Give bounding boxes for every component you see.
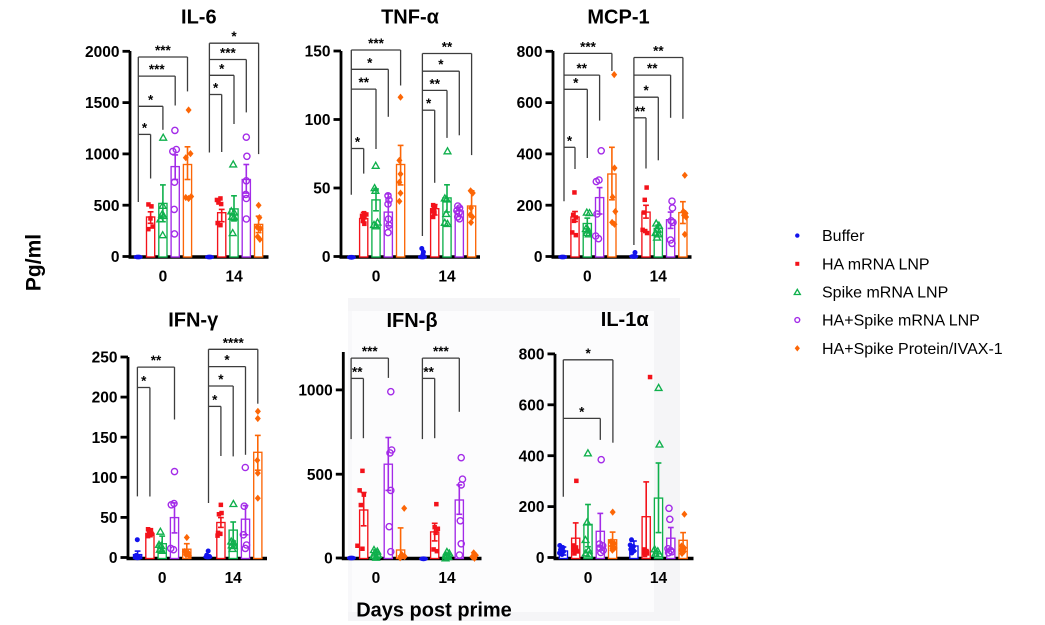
svg-text:0: 0 (583, 269, 592, 286)
svg-text:800: 800 (517, 44, 543, 61)
svg-text:TNF-α: TNF-α (381, 7, 440, 29)
svg-text:Buffer: Buffer (822, 228, 865, 245)
svg-text:IL-6: IL-6 (181, 7, 217, 29)
svg-text:IL-1α: IL-1α (601, 309, 650, 331)
svg-text:*: * (224, 353, 230, 368)
svg-text:*: * (573, 75, 579, 90)
svg-text:2000: 2000 (85, 44, 119, 61)
svg-text:***: *** (220, 46, 237, 61)
svg-text:*: * (567, 133, 573, 148)
svg-text:50: 50 (100, 510, 117, 527)
svg-text:*: * (142, 120, 148, 135)
svg-text:200: 200 (517, 198, 543, 215)
svg-text:*: * (141, 374, 147, 389)
svg-text:***: *** (149, 62, 166, 77)
svg-text:Pg/ml: Pg/ml (23, 234, 46, 291)
svg-text:14: 14 (225, 570, 243, 587)
svg-text:0: 0 (534, 249, 543, 266)
svg-text:500: 500 (94, 198, 120, 215)
svg-text:**: ** (429, 76, 440, 91)
svg-text:***: *** (368, 36, 385, 51)
svg-text:***: *** (433, 344, 450, 359)
svg-text:0: 0 (536, 550, 545, 567)
svg-text:0: 0 (159, 269, 168, 286)
svg-text:MCP-1: MCP-1 (587, 7, 649, 29)
svg-text:*: * (355, 135, 361, 150)
svg-text:IFN-β: IFN-β (386, 310, 437, 332)
svg-text:**: ** (442, 40, 453, 55)
svg-text:Spike mRNA LNP: Spike mRNA LNP (822, 285, 948, 302)
svg-text:14: 14 (438, 570, 456, 587)
svg-text:Days post prime: Days post prime (356, 600, 512, 622)
svg-text:**: ** (577, 61, 588, 76)
svg-text:1000: 1000 (85, 147, 119, 164)
svg-text:150: 150 (92, 430, 118, 447)
svg-text:0: 0 (158, 570, 167, 587)
svg-text:**: ** (635, 104, 646, 119)
svg-text:****: **** (223, 335, 245, 350)
svg-text:0: 0 (324, 551, 333, 568)
svg-text:*: * (367, 55, 373, 70)
svg-text:500: 500 (307, 467, 333, 484)
svg-text:*: * (213, 81, 219, 96)
svg-text:150: 150 (305, 44, 331, 61)
svg-text:HA mRNA LNP: HA mRNA LNP (822, 256, 930, 273)
svg-text:HA+Spike mRNA LNP: HA+Spike mRNA LNP (822, 313, 980, 330)
svg-text:250: 250 (92, 350, 118, 367)
svg-text:**: ** (647, 61, 658, 76)
svg-text:*: * (438, 57, 444, 72)
svg-text:*: * (231, 29, 237, 44)
svg-text:0: 0 (372, 269, 381, 286)
svg-text:1000: 1000 (298, 383, 332, 400)
svg-text:*: * (148, 92, 154, 107)
svg-text:**: ** (151, 353, 162, 368)
svg-text:**: ** (423, 364, 434, 379)
svg-text:400: 400 (517, 147, 543, 164)
svg-text:600: 600 (517, 95, 543, 112)
svg-text:0: 0 (109, 550, 118, 567)
svg-text:14: 14 (438, 269, 456, 286)
svg-text:0: 0 (322, 249, 331, 266)
svg-text:*: * (579, 404, 585, 419)
svg-text:14: 14 (225, 269, 243, 286)
svg-text:50: 50 (313, 181, 330, 198)
svg-text:***: *** (362, 344, 379, 359)
svg-text:0: 0 (111, 249, 120, 266)
svg-text:14: 14 (650, 269, 668, 286)
svg-text:*: * (218, 372, 224, 387)
svg-text:0: 0 (372, 570, 381, 587)
svg-text:*: * (585, 346, 591, 361)
svg-text:400: 400 (519, 448, 545, 465)
svg-text:***: *** (580, 39, 597, 54)
svg-text:100: 100 (305, 112, 331, 129)
svg-text:14: 14 (650, 570, 668, 587)
svg-text:***: *** (155, 43, 172, 58)
svg-text:**: ** (653, 44, 664, 59)
svg-text:*: * (426, 96, 432, 111)
svg-text:800: 800 (519, 347, 545, 364)
svg-text:1500: 1500 (85, 95, 119, 112)
svg-text:*: * (643, 83, 649, 98)
svg-text:200: 200 (519, 499, 545, 516)
svg-text:**: ** (352, 364, 363, 379)
svg-text:0: 0 (584, 570, 593, 587)
svg-text:*: * (219, 61, 225, 76)
svg-text:**: ** (358, 75, 369, 90)
svg-text:200: 200 (92, 390, 118, 407)
svg-text:*: * (212, 392, 218, 407)
svg-text:100: 100 (92, 470, 118, 487)
svg-text:HA+Spike Protein/IVAX-1: HA+Spike Protein/IVAX-1 (822, 341, 1003, 358)
svg-text:IFN-γ: IFN-γ (168, 310, 219, 332)
svg-text:600: 600 (519, 397, 545, 414)
